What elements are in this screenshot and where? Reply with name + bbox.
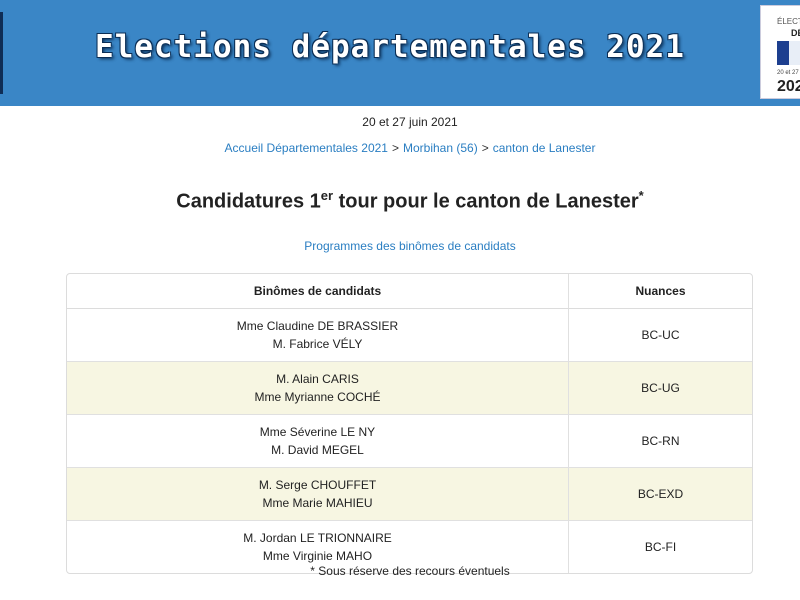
table-row: Mme Claudine DE BRASSIER M. Fabrice VÉLY … xyxy=(67,309,752,361)
candidate-name: M. Fabrice VÉLY xyxy=(272,337,363,351)
table-header-row: Binômes de candidats Nuances xyxy=(67,274,752,309)
nuance-cell: BC-UC xyxy=(641,328,680,342)
candidate-name: Mme Marie MAHIEU xyxy=(262,496,373,510)
logo-line-4: 202 xyxy=(777,78,800,95)
page-title-ordinal: er xyxy=(320,188,334,203)
breadcrumb-home-link[interactable]: Accueil Départementales 2021 xyxy=(224,141,388,155)
breadcrumb-separator: > xyxy=(391,141,399,155)
banner-edge xyxy=(0,12,3,94)
candidate-pair-cell: M. Serge CHOUFFET Mme Marie MAHIEU xyxy=(67,467,569,520)
nuance-cell: BC-FI xyxy=(569,520,752,573)
footnote: * Sous réserve des recours éventuels xyxy=(310,564,510,578)
page-title-end: tour pour le canton de Lanester xyxy=(333,190,639,213)
candidate-name: M. Alain CARIS xyxy=(276,372,359,386)
header-banner: Elections départementales 2021 xyxy=(0,0,800,106)
table-row: M. Serge CHOUFFET Mme Marie MAHIEU BC-EXD xyxy=(67,467,752,520)
breadcrumb-department-link[interactable]: Morbihan (56) xyxy=(402,141,478,155)
candidate-pair-cell: M. Alain CARIS Mme Myrianne COCHÉ xyxy=(67,361,569,414)
breadcrumb: Accueil Départementales 2021 > Morbihan (5… xyxy=(0,141,800,155)
programmes-section: Programmes des binômes de candidats xyxy=(0,239,800,253)
elections-logo: ÉLECTIO DÉ 20 et 27 202 xyxy=(760,5,800,99)
breadcrumb-separator: > xyxy=(481,141,489,155)
logo-line-1: ÉLECTIO xyxy=(777,17,800,26)
breadcrumb-canton-link[interactable]: canton de Lanester xyxy=(492,141,596,155)
candidate-name: Mme Virginie MAHO xyxy=(262,549,373,563)
banner-title: Elections départementales 2021 xyxy=(95,29,685,65)
logo-flag-white xyxy=(789,41,800,65)
page-title-asterisk: * xyxy=(638,188,644,203)
logo-line-2: DÉ xyxy=(791,28,800,38)
candidate-name: Mme Claudine DE BRASSIER xyxy=(236,319,399,333)
table-row: Mme Séverine LE NY M. David MEGEL BC-RN xyxy=(67,414,752,467)
nuance-cell: BC-RN xyxy=(569,414,752,467)
candidate-name: Mme Myrianne COCHÉ xyxy=(254,390,381,404)
table-row: M. Jordan LE TRIONNAIRE Mme Virginie MAHO… xyxy=(67,520,752,573)
logo-flag-blue xyxy=(777,41,789,65)
candidate-name: M. Jordan LE TRIONNAIRE xyxy=(243,531,392,545)
candidate-name: M. Serge CHOUFFET xyxy=(258,478,377,492)
nuance-cell: BC-EXD xyxy=(569,467,752,520)
nuance-cell: BC-UG xyxy=(569,361,752,414)
page-title-start: Candidatures 1 xyxy=(176,190,321,213)
candidate-name: Mme Séverine LE NY xyxy=(259,425,376,439)
candidate-pair-cell: Mme Séverine LE NY M. David MEGEL xyxy=(67,414,569,467)
logo-line-3: 20 et 27 xyxy=(777,70,799,76)
candidates-table: Binômes de candidats Nuances Mme Claudin… xyxy=(66,273,753,574)
election-dates: 20 et 27 juin 2021 xyxy=(362,115,458,129)
column-header-nuances: Nuances xyxy=(569,274,752,309)
candidate-pair-cell: Mme Claudine DE BRASSIER M. Fabrice VÉLY xyxy=(67,309,569,361)
candidate-name: M. David MEGEL xyxy=(271,443,364,457)
page-title: Candidatures 1er tour pour le canton de … xyxy=(0,188,800,214)
table-row: M. Alain CARIS Mme Myrianne COCHÉ BC-UG xyxy=(67,361,752,414)
column-header-candidates: Binômes de candidats xyxy=(67,274,569,309)
candidate-pair-cell: M. Jordan LE TRIONNAIRE Mme Virginie MAHO xyxy=(67,520,569,573)
programmes-link[interactable]: Programmes des binômes de candidats xyxy=(304,239,516,253)
